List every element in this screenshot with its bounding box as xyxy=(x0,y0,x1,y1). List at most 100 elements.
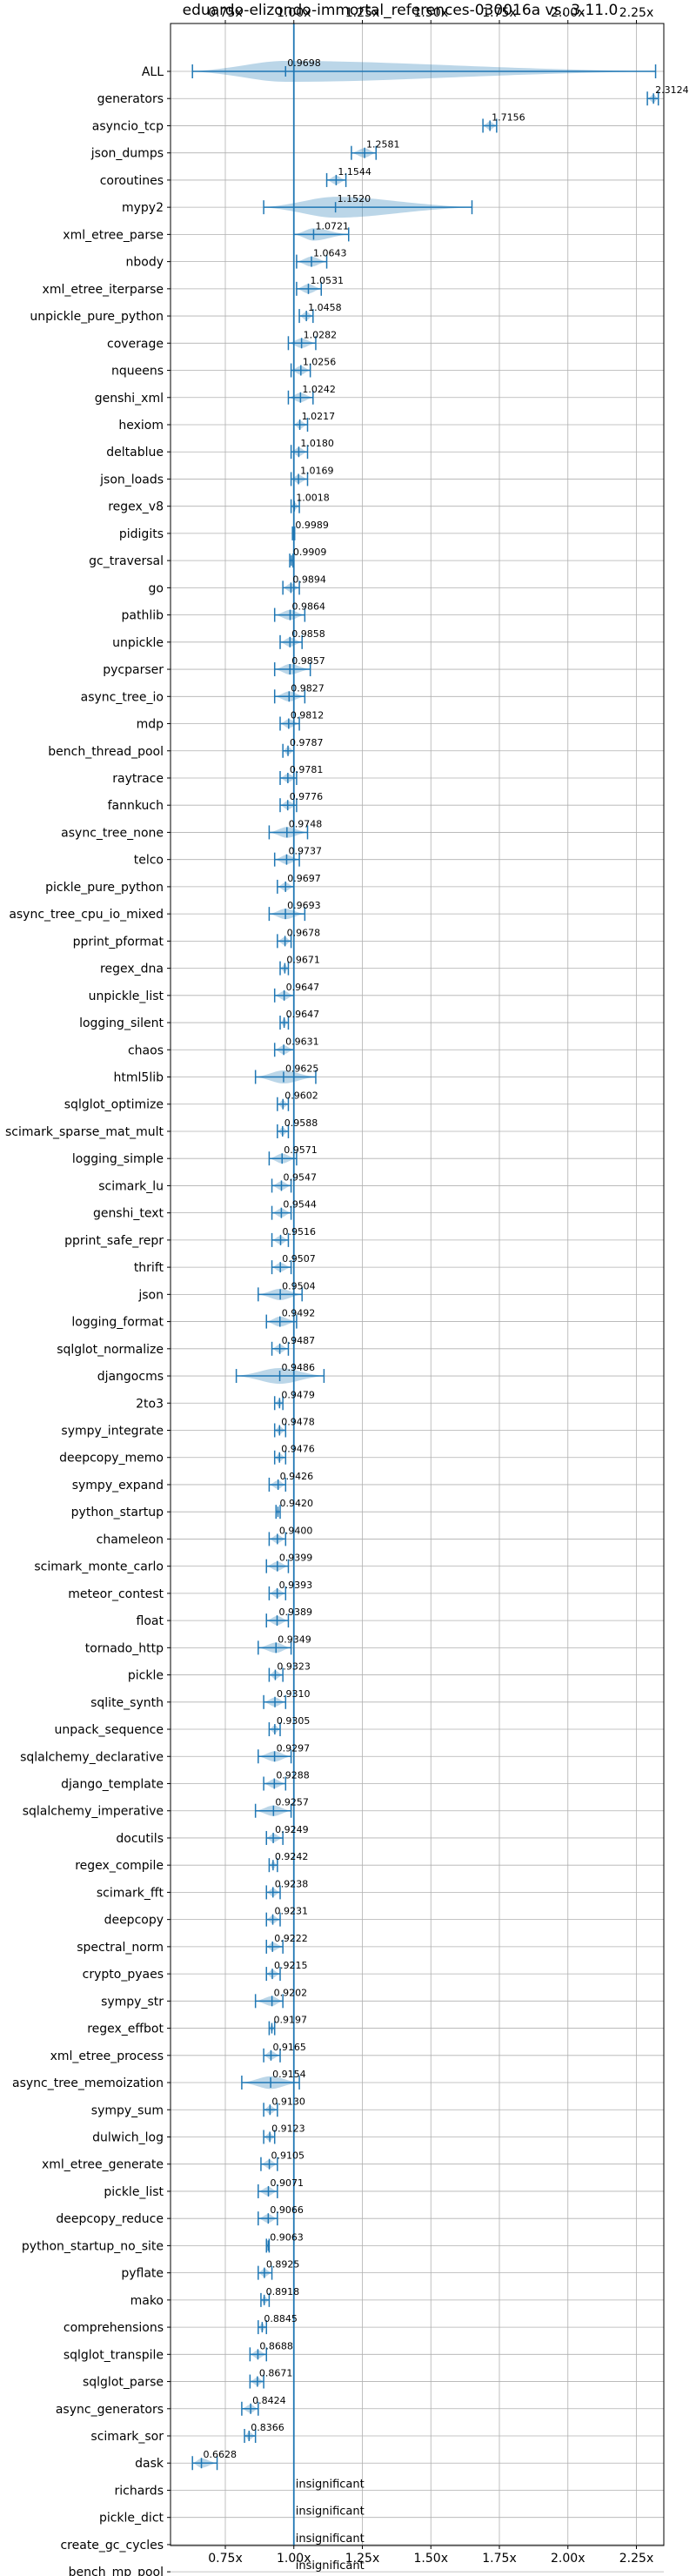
benchmark-label: meteor_contest xyxy=(68,1587,164,1601)
benchmark-label: async_tree_memoization xyxy=(12,2076,164,2090)
benchmark-label: generators xyxy=(97,92,164,106)
benchmark-label: sqlite_synth xyxy=(90,1696,164,1710)
benchmark-label: scimark_lu xyxy=(98,1179,164,1193)
insignificant-label: insignificant xyxy=(296,2478,365,2491)
benchmark-label: pathlib xyxy=(122,609,164,623)
x-tick-label-top: 1.50x xyxy=(414,6,448,20)
benchmark-label: sympy_str xyxy=(101,1995,164,2009)
value-annotation: 0.9544 xyxy=(283,1199,317,1211)
benchmark-label: richards xyxy=(115,2484,164,2498)
value-annotation: 0.9071 xyxy=(270,2177,304,2189)
value-annotation: 0.9310 xyxy=(277,1688,311,1700)
benchmark-label: scimark_sparse_mat_mult xyxy=(5,1125,164,1139)
benchmark-label: hexiom xyxy=(118,419,164,433)
value-annotation: 0.9323 xyxy=(277,1661,311,1673)
benchmark-label: pprint_pformat xyxy=(73,935,164,949)
benchmark-label: regex_compile xyxy=(75,1859,164,1873)
benchmark-label: unpickle_pure_python xyxy=(30,310,164,324)
value-annotation: 0.9215 xyxy=(274,1960,308,1971)
value-annotation: 1.2581 xyxy=(366,139,400,151)
insignificant-label: insignificant xyxy=(296,2532,365,2546)
value-annotation: 0.9476 xyxy=(281,1444,315,1455)
benchmark-label: python_startup xyxy=(71,1506,164,1519)
value-annotation: 0.9297 xyxy=(277,1742,311,1754)
benchmark-label: html5lib xyxy=(114,1071,164,1085)
value-annotation: 0.9894 xyxy=(292,574,326,585)
value-annotation: 0.9393 xyxy=(279,1580,313,1591)
value-annotation: 0.9504 xyxy=(282,1280,316,1291)
benchmark-label: nqueens xyxy=(111,365,164,379)
value-annotation: 0.9858 xyxy=(291,628,325,640)
value-annotation: 0.9222 xyxy=(274,1933,308,1944)
chart-title: eduardo-elizondo-immortal_references-030… xyxy=(183,2,619,19)
benchmark-label: deepcopy xyxy=(104,1914,164,1928)
benchmark-label: django_template xyxy=(61,1777,164,1791)
value-annotation: 0.9507 xyxy=(282,1253,316,1265)
value-annotation: 0.9305 xyxy=(277,1715,311,1727)
benchmark-label: genshi_text xyxy=(93,1207,164,1221)
benchmark-label: ALL xyxy=(142,65,164,79)
x-tick-label-top: 2.00x xyxy=(551,6,585,20)
benchmark-label: sqlglot_optimize xyxy=(64,1098,164,1112)
value-annotation: 0.9737 xyxy=(288,846,322,857)
value-annotation: 0.9697 xyxy=(287,873,321,884)
benchmark-label: pickle_dict xyxy=(99,2512,164,2526)
value-annotation: 0.8671 xyxy=(259,2368,293,2379)
benchmark-label: xml_etree_parse xyxy=(63,228,164,242)
benchmark-label: raytrace xyxy=(112,772,164,786)
benchmark-label: genshi_xml xyxy=(95,392,164,406)
value-annotation: 0.9123 xyxy=(271,2123,305,2134)
value-annotation: 0.9492 xyxy=(282,1308,316,1319)
benchmark-label: 2to3 xyxy=(136,1397,164,1411)
value-annotation: 0.9389 xyxy=(279,1607,313,1618)
benchmark-label: nbody xyxy=(126,256,164,270)
value-annotation: 0.9671 xyxy=(286,955,320,966)
benchmark-label: gc_traversal xyxy=(89,554,164,568)
value-annotation: 0.9242 xyxy=(275,1851,309,1862)
value-annotation: 0.9602 xyxy=(284,1090,318,1102)
value-annotation: 0.9066 xyxy=(270,2204,304,2216)
value-annotation: 0.9486 xyxy=(282,1362,316,1373)
value-annotation: 0.9827 xyxy=(291,682,325,694)
value-annotation: 0.9231 xyxy=(275,1906,309,1917)
benchmark-label: regex_dna xyxy=(100,963,164,976)
benchmark-label: unpack_sequence xyxy=(55,1723,164,1737)
value-annotation: 1.0018 xyxy=(296,493,330,504)
benchmark-label: pycparser xyxy=(103,663,164,677)
x-tick-label-bottom: 2.00x xyxy=(551,2552,585,2566)
labels-layer: 0.75x 0.75x 1.00x 1.00x 1.25x 1.25x 1.50x 1.50x… xyxy=(5,6,689,2576)
value-annotation: 0.9130 xyxy=(271,2096,305,2107)
insignificant-label: insignificant xyxy=(296,2506,365,2519)
value-annotation: 0.9647 xyxy=(286,1009,320,1020)
value-annotation: 0.9399 xyxy=(279,1553,313,1564)
value-annotation: 0.9547 xyxy=(283,1171,317,1183)
benchmark-label: sqlglot_transpile xyxy=(64,2348,164,2362)
value-annotation: 0.9197 xyxy=(273,2015,307,2026)
benchmark-label: xml_etree_process xyxy=(50,2049,164,2063)
benchmark-label: sqlalchemy_declarative xyxy=(20,1750,164,1764)
value-annotation: 0.9857 xyxy=(291,655,325,667)
benchmark-label: xml_etree_generate xyxy=(42,2158,164,2172)
value-annotation: 0.9202 xyxy=(274,1987,308,1998)
benchmark-label: mypy2 xyxy=(122,201,164,215)
benchmark-label: thrift xyxy=(134,1261,164,1275)
benchmark-label: telco xyxy=(134,854,164,868)
benchmark-label: bench_mp_pool xyxy=(69,2566,164,2576)
value-annotation: 0.9105 xyxy=(271,2150,305,2162)
benchmark-label: regex_effbot xyxy=(87,2023,164,2036)
benchmark-label: sympy_sum xyxy=(91,2103,164,2117)
benchmark-label: mdp xyxy=(137,718,164,732)
benchmark-label: unpickle_list xyxy=(89,989,164,1003)
value-annotation: 0.8845 xyxy=(264,2313,298,2324)
marks-layer xyxy=(191,23,659,2546)
benchmark-label: pyflate xyxy=(121,2267,164,2281)
x-tick-label-top: 1.25x xyxy=(345,6,379,20)
value-annotation: 0.9698 xyxy=(287,57,321,69)
value-annotation: 0.9625 xyxy=(285,1063,319,1075)
value-annotation: 1.1520 xyxy=(338,193,371,205)
benchmark-label: spectral_norm xyxy=(77,1941,164,1955)
value-annotation: 1.0458 xyxy=(308,302,342,313)
x-tick-label-bottom: 1.25x xyxy=(345,2552,379,2566)
value-annotation: 1.0282 xyxy=(304,329,338,340)
